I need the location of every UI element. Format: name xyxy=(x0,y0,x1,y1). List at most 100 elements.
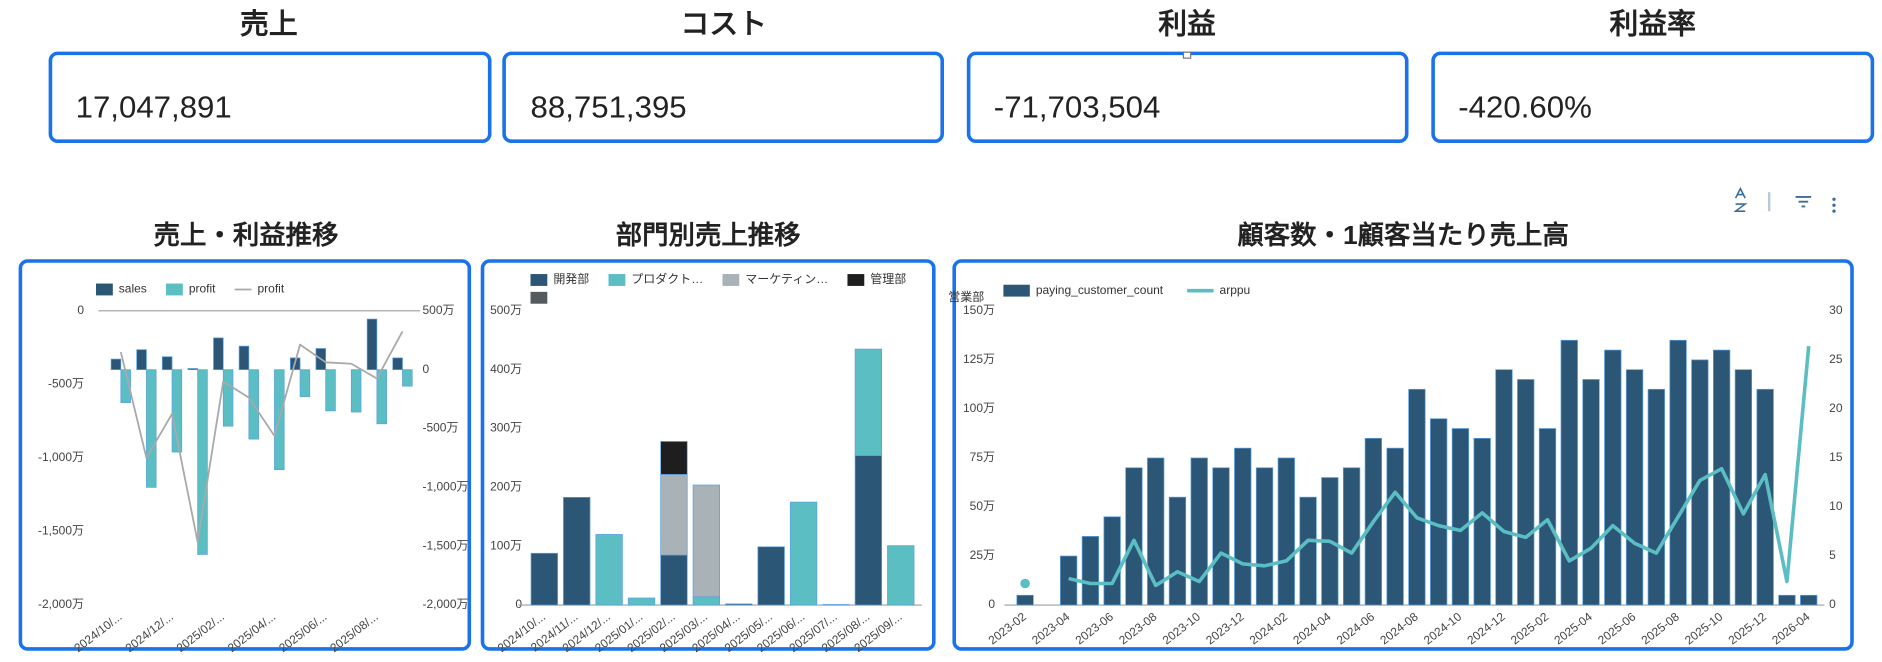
bar xyxy=(1778,594,1796,606)
bar xyxy=(1277,457,1295,606)
y2-tick-label: 500万 xyxy=(422,303,454,317)
y2-tick-label: 25 xyxy=(1829,352,1843,366)
chart-title: 売上・利益推移 xyxy=(154,220,339,250)
bar xyxy=(1604,349,1622,606)
bar xyxy=(530,552,558,606)
y-tick-label: 50万 xyxy=(970,499,995,513)
y-tick-label: -1,500万 xyxy=(38,524,84,538)
bar xyxy=(627,597,656,606)
bar xyxy=(789,501,818,606)
y-tick-label: 500万 xyxy=(490,303,522,317)
legend-label: sales xyxy=(119,282,147,296)
y-tick-label: 0 xyxy=(988,597,995,611)
bar xyxy=(1756,388,1774,606)
y2-tick-label: 5 xyxy=(1829,548,1836,562)
bar xyxy=(595,534,623,606)
y-tick-label: -1,000万 xyxy=(38,450,84,464)
legend-item: マーケティン… xyxy=(722,272,828,286)
y-tick-label: 200万 xyxy=(490,480,522,494)
bar xyxy=(238,345,250,371)
bar xyxy=(146,369,157,488)
bar xyxy=(1190,457,1208,606)
bar xyxy=(563,497,591,606)
bar xyxy=(376,369,387,425)
y2-tick-label: 20 xyxy=(1829,401,1843,415)
bar xyxy=(350,369,362,413)
legend-label: paying_customer_count xyxy=(1036,283,1164,297)
bar xyxy=(1734,369,1753,606)
bar xyxy=(854,348,883,456)
y-tick-label: 400万 xyxy=(490,362,522,376)
legend-label: 開発部 xyxy=(553,272,589,286)
legend-label: profit xyxy=(189,282,216,296)
chart-panel xyxy=(18,259,472,651)
bar xyxy=(1538,428,1557,606)
chart-title: 顧客数・1顧客当たり売上高 xyxy=(1237,220,1569,250)
bar xyxy=(197,369,208,555)
y-tick-label: 0 xyxy=(515,597,522,611)
legend-label: プロダクト… xyxy=(631,272,703,286)
y-tick-label: -2,000万 xyxy=(38,597,84,611)
kpi-label: 利益 xyxy=(1158,9,1216,41)
y2-tick-label: 0 xyxy=(1829,597,1836,611)
bar xyxy=(1800,594,1818,606)
y2-tick-label: 0 xyxy=(422,362,429,376)
kpi-value: 17,047,891 xyxy=(76,89,232,124)
bar xyxy=(660,554,688,606)
bar xyxy=(1408,388,1426,606)
more-icon[interactable] xyxy=(1832,197,1836,213)
y-tick-label: 150万 xyxy=(963,303,995,317)
legend-swatch xyxy=(1003,284,1030,297)
bar xyxy=(366,318,378,371)
y2-tick-label: 15 xyxy=(1829,450,1843,464)
bar xyxy=(1647,388,1665,606)
bar xyxy=(392,357,403,371)
bar xyxy=(1669,339,1687,606)
toolbar xyxy=(1733,186,1836,213)
y-tick-label: 300万 xyxy=(490,421,522,435)
chart-panel xyxy=(480,259,936,651)
legend-item: プロダクト… xyxy=(608,272,703,286)
legend-swatch xyxy=(530,274,548,286)
resize-handle[interactable] xyxy=(1182,51,1192,59)
legend-item: 営業部 xyxy=(530,290,984,304)
kpi-value: 88,751,395 xyxy=(531,89,687,124)
bar xyxy=(692,596,720,606)
legend-item: 管理部 xyxy=(847,272,906,286)
legend-swatch xyxy=(96,283,113,296)
legend-swatch xyxy=(608,274,626,286)
y-tick-label: 25万 xyxy=(970,548,995,562)
bar xyxy=(692,484,720,598)
bar xyxy=(660,441,688,475)
bar xyxy=(1168,496,1187,606)
line-point xyxy=(1020,578,1030,589)
bar xyxy=(213,337,224,371)
bar xyxy=(1517,379,1535,606)
kpi-label: 売上 xyxy=(240,9,298,41)
legend-item: 開発部 xyxy=(530,272,589,286)
bar xyxy=(1386,447,1404,606)
bar xyxy=(1081,536,1100,606)
y2-tick-label: 30 xyxy=(1829,303,1843,317)
y-tick-label: 0 xyxy=(77,303,84,317)
bar xyxy=(402,369,413,387)
legend-item: profit xyxy=(234,282,285,296)
bar xyxy=(325,369,336,412)
legend-item: arppu xyxy=(1187,283,1250,297)
legend-label: 営業部 xyxy=(948,290,984,304)
bar xyxy=(887,545,915,606)
bar xyxy=(854,455,883,606)
legend-item: sales xyxy=(96,282,147,296)
legend-item: profit xyxy=(166,282,216,296)
bar xyxy=(171,369,183,453)
filter-icon[interactable] xyxy=(1795,195,1812,208)
sort-icon[interactable] xyxy=(1733,186,1748,212)
legend-swatch xyxy=(166,283,183,296)
bar xyxy=(161,356,173,371)
y2-tick-label: -2,000万 xyxy=(422,597,468,611)
bar xyxy=(1103,516,1121,606)
bar xyxy=(1713,349,1731,606)
bar xyxy=(1495,369,1513,606)
kpi-card xyxy=(48,51,492,143)
